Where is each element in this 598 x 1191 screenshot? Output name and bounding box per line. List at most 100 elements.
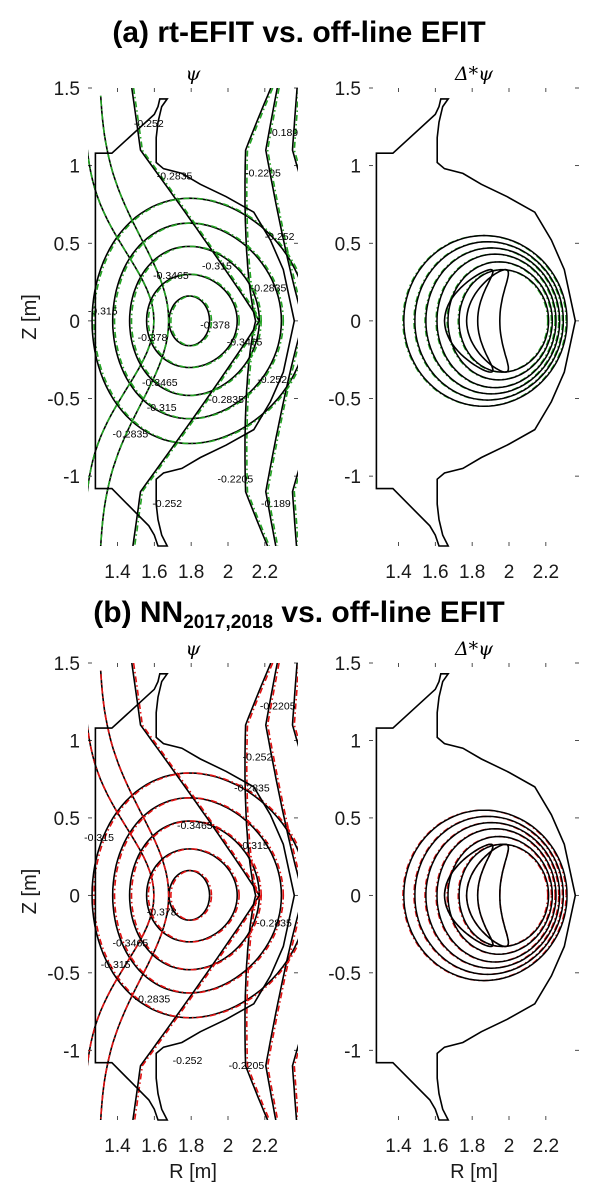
x-tick-label: 1.6 (422, 562, 448, 583)
contour-label: -0.2205 (245, 167, 281, 179)
panel-a-left: ψ 1.4 1.6 1.8 2 2.2 1.5 1 0.5 0 -0.5 -1 Z [m] -0.252 -… (19, 63, 298, 583)
contour-label: -0.252 (265, 231, 295, 243)
y-tick-label: -0.5 (47, 964, 80, 985)
laplacian-contour (403, 809, 568, 982)
y-tick-label: -1 (344, 1041, 361, 1062)
y-tick-label: 0 (69, 312, 80, 333)
y-tick-label: 0.5 (335, 809, 361, 830)
contour-label: -0.252 (152, 498, 182, 510)
axis-title: Δ*ψ (454, 638, 494, 660)
psi-open-contour (291, 663, 298, 1120)
y-tick-label: 1.5 (335, 79, 361, 100)
panel-a-right: Δ*ψ 1.4 1.6 1.8 2 2.2 1.5 1 0.5 0 -0.5 -1 (328, 63, 579, 583)
laplacian-contour (424, 821, 560, 969)
x-tick-label: 2.2 (533, 1136, 559, 1157)
contour-label: -0.3465 (227, 337, 263, 349)
y-axis-label: Z [m] (19, 294, 41, 340)
psi-contour (111, 222, 283, 420)
panel-b-left: ψ 1.4 1.6 1.8 2 2.2 1.5 1 0.5 0 -0.5 -1 Z [m] R [m] -0… (19, 638, 298, 1183)
x-tick-label: 1.8 (178, 562, 204, 583)
laplacian-contour (458, 843, 550, 948)
axis-title: Δ*ψ (454, 63, 494, 85)
y-tick-label: -0.5 (47, 390, 80, 411)
psi-open-contour (132, 663, 263, 1120)
psi-contour (113, 796, 285, 994)
psi-contour-group (88, 88, 298, 546)
axis-title: ψ (186, 63, 202, 85)
laplacian-contour-group (403, 234, 568, 408)
psi-open-contour (293, 664, 298, 1120)
wall-outline (94, 673, 296, 1121)
laplacian-contour (403, 234, 568, 408)
psi-open-contour (266, 663, 298, 1120)
laplacian-contour (425, 247, 561, 395)
laplacian-contour (458, 268, 550, 373)
psi-open-contour (99, 95, 170, 546)
y-tick-label: 1.5 (54, 79, 80, 100)
contour-label: -0.2835 (234, 783, 270, 795)
contour-label: -0.3465 (153, 270, 189, 282)
psi-contour (145, 848, 238, 943)
laplacian-inner-contour (443, 843, 494, 948)
y-tick-label: -1 (344, 467, 361, 488)
psi-contour-group (88, 663, 298, 1120)
y-tick-label: -1 (63, 1041, 80, 1062)
psi-open-contour (131, 663, 261, 1120)
laplacian-contour (436, 253, 557, 389)
x-tick-label: 1.8 (459, 562, 485, 583)
contour-label: -0.189 (268, 127, 298, 139)
psi-contour (111, 796, 283, 994)
contour-label: -0.315 (147, 402, 177, 414)
x-axis-label: R [m] (169, 1161, 217, 1183)
x-tick-label: 2 (223, 562, 234, 583)
x-axis-label: R [m] (450, 1161, 498, 1183)
x-tick-label: 1.8 (459, 1136, 485, 1157)
axis-title: ψ (186, 638, 202, 660)
panel-b-title-tail: vs. off-line EFIT (273, 596, 505, 629)
contour-label: -0.378 (200, 320, 230, 332)
psi-open-contour (291, 88, 298, 546)
contour-label: -0.2835 (251, 282, 287, 294)
contour-label: -0.252 (257, 374, 287, 386)
contour-label: -0.315 (101, 959, 131, 971)
contour-label: -0.2835 (157, 171, 193, 183)
contour-label: -0.3465 (142, 377, 178, 389)
psi-contour (147, 848, 240, 943)
contour-label: -0.2205 (229, 1060, 265, 1072)
panel-b-title-main: (b) NN (93, 596, 184, 629)
contour-label: -0.3465 (177, 820, 213, 832)
laplacian-inner-contour (465, 843, 510, 948)
laplacian-contour (436, 828, 557, 963)
psi-open-contour (88, 723, 155, 1067)
contour-label: -0.252 (134, 118, 164, 130)
y-tick-label: -0.5 (328, 390, 361, 411)
contour-label: -0.2835 (256, 917, 292, 929)
x-tick-label: 1.6 (141, 1136, 167, 1157)
laplacian-contour (414, 240, 565, 401)
y-tick-label: 0 (350, 312, 361, 333)
panel-b-title-subscript: 2017,2018 (183, 612, 274, 633)
contour-label: -0.378 (138, 332, 168, 344)
x-tick-label: 1.4 (385, 562, 412, 583)
x-tick-label: 1.6 (141, 562, 167, 583)
psi-open-contour (293, 89, 298, 546)
y-tick-label: 1 (69, 157, 80, 178)
x-tick-label: 2.2 (533, 562, 559, 583)
psi-contour (93, 772, 298, 1019)
y-tick-label: 1.5 (335, 654, 361, 675)
y-tick-label: 0.5 (54, 234, 80, 255)
laplacian-contour (447, 261, 554, 381)
contour-label: -0.3465 (113, 937, 149, 949)
contour-label: -0.2205 (218, 473, 254, 485)
panel-a-title: (a) rt-EFIT vs. off-line EFIT (112, 16, 486, 49)
y-tick-label: 0 (350, 886, 361, 907)
contour-label: -0.378 (147, 907, 177, 919)
psi-contour (93, 197, 298, 445)
laplacian-contour (425, 821, 561, 969)
y-tick-label: 0 (69, 886, 80, 907)
panel-b-right: Δ*ψ 1.4 1.6 1.8 2 2.2 1.5 1 0.5 0 -0.5 -1 R [m] (328, 638, 579, 1183)
psi-open-contour (246, 88, 274, 546)
y-tick-label: -0.5 (328, 964, 361, 985)
y-tick-label: 1 (69, 731, 80, 752)
